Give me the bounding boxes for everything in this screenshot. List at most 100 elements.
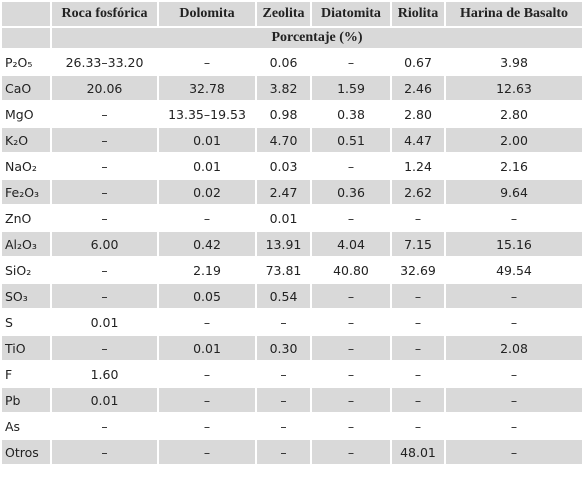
value-cell: – (280, 314, 287, 330)
value-cell: 0.06 (269, 54, 298, 70)
value-cell: 0.03 (269, 158, 298, 174)
value-cell: 3.98 (500, 54, 528, 70)
value-cell: – (52, 336, 157, 360)
value-cell: 2.47 (257, 180, 310, 204)
data-row: Al₂O₃ 6.00 0.42 13.91 4.04 7.15 15.16 (2, 232, 582, 256)
data-row: SiO₂ – 2.19 73.81 40.80 32.69 49.54 (2, 258, 582, 282)
value-cell: – (280, 366, 287, 382)
value-cell: – (280, 418, 287, 434)
value-cell: 0.51 (312, 128, 390, 152)
value-cell: 12.63 (446, 76, 582, 100)
value-cell: – (347, 366, 355, 382)
compound-cell: S (5, 314, 13, 330)
value-cell: 2.46 (392, 76, 444, 100)
value-cell: – (414, 366, 422, 382)
unit-header: Porcentaje (%) (52, 28, 582, 48)
value-cell: 4.04 (312, 232, 390, 256)
value-cell: 1.24 (404, 158, 432, 174)
value-cell: – (510, 418, 518, 434)
compound-cell: P₂O₅ (5, 54, 33, 70)
value-cell: 4.47 (392, 128, 444, 152)
value-cell: 13.91 (257, 232, 310, 256)
compound-cell: NaO₂ (5, 158, 37, 174)
compound-cell: Al₂O₃ (2, 232, 50, 256)
value-cell: 26.33–33.20 (65, 54, 144, 70)
value-cell: – (312, 336, 390, 360)
value-cell: 2.62 (392, 180, 444, 204)
value-cell: 20.06 (52, 76, 157, 100)
data-row: TiO –0.01 0.30– –2.08 (2, 336, 582, 360)
value-cell: 2.00 (446, 128, 582, 152)
value-cell: – (101, 262, 108, 278)
value-cell: 0.01 (193, 158, 221, 174)
value-cell: 7.15 (392, 232, 444, 256)
value-cell: – (52, 180, 157, 204)
value-cell: 2.80 (404, 106, 432, 122)
value-cell: – (159, 388, 255, 412)
value-cell: 32.69 (400, 262, 436, 278)
data-row: P₂O₅ 26.33–33.20 – 0.06 – 0.67 3.98 (2, 50, 582, 74)
value-cell: 0.30 (257, 336, 310, 360)
value-cell: – (159, 440, 255, 464)
compound-cell: Pb (2, 388, 50, 412)
value-cell: – (257, 440, 310, 464)
value-cell: – (312, 284, 390, 308)
data-row: NaO₂ – 0.01 0.03 – 1.24 2.16 (2, 154, 582, 178)
value-cell: – (312, 388, 390, 412)
column-header: Dolomita (159, 2, 255, 26)
value-cell: 0.42 (159, 232, 255, 256)
value-cell: 13.35–19.53 (168, 106, 246, 122)
value-cell: 0.01 (90, 314, 119, 330)
value-cell: 2.80 (500, 106, 528, 122)
value-cell: 0.38 (337, 106, 365, 122)
value-cell: – (101, 210, 108, 226)
value-cell: – (203, 366, 211, 382)
compound-cell: SO₃ (2, 284, 50, 308)
value-cell: 1.59 (312, 76, 390, 100)
data-row: SO₃ –0.05 0.54– – – (2, 284, 582, 308)
value-cell: – (257, 388, 310, 412)
data-row: Otros – – – –48.01– (2, 440, 582, 464)
column-header: Zeolita (257, 2, 310, 26)
data-row: Pb 0.01– – – – – (2, 388, 582, 412)
compound-cell: ZnO (5, 210, 32, 226)
value-cell: – (446, 284, 582, 308)
subheader-row: Porcentaje (%) (2, 28, 582, 48)
value-cell: – (101, 106, 108, 122)
value-cell: – (510, 210, 518, 226)
value-cell: – (203, 418, 211, 434)
value-cell: – (203, 210, 211, 226)
value-cell: 2.19 (193, 262, 221, 278)
value-cell: 6.00 (52, 232, 157, 256)
compound-cell: Otros (2, 440, 50, 464)
value-cell: 73.81 (265, 262, 302, 278)
value-cell: 2.16 (500, 158, 528, 174)
compound-cell: K₂O (2, 128, 50, 152)
compound-cell: SiO₂ (5, 262, 32, 278)
compound-cell: TiO (2, 336, 50, 360)
value-cell: – (414, 210, 422, 226)
value-cell: – (312, 440, 390, 464)
value-cell: 0.02 (159, 180, 255, 204)
value-cell: 3.82 (257, 76, 310, 100)
value-cell: 0.67 (404, 54, 432, 70)
value-cell: 0.01 (159, 128, 255, 152)
value-cell: – (347, 158, 355, 174)
value-cell: 0.01 (52, 388, 157, 412)
value-cell: – (101, 158, 108, 174)
data-row: Fe₂O₃ –0.02 2.47 0.36 2.62 9.64 (2, 180, 582, 204)
value-cell: – (392, 284, 444, 308)
value-cell: – (203, 314, 211, 330)
value-cell: – (446, 440, 582, 464)
data-row: As – – – – – – (2, 414, 582, 438)
value-cell: 49.54 (496, 262, 532, 278)
value-cell: – (414, 314, 422, 330)
value-cell: 0.05 (159, 284, 255, 308)
data-row: MgO – 13.35–19.53 0.98 0.38 2.80 2.80 (2, 102, 582, 126)
column-header: Harina de Basalto (446, 2, 582, 26)
value-cell: – (347, 418, 355, 434)
value-cell: 9.64 (446, 180, 582, 204)
value-cell: 0.54 (257, 284, 310, 308)
compound-cell: As (5, 418, 21, 434)
value-cell: – (52, 128, 157, 152)
